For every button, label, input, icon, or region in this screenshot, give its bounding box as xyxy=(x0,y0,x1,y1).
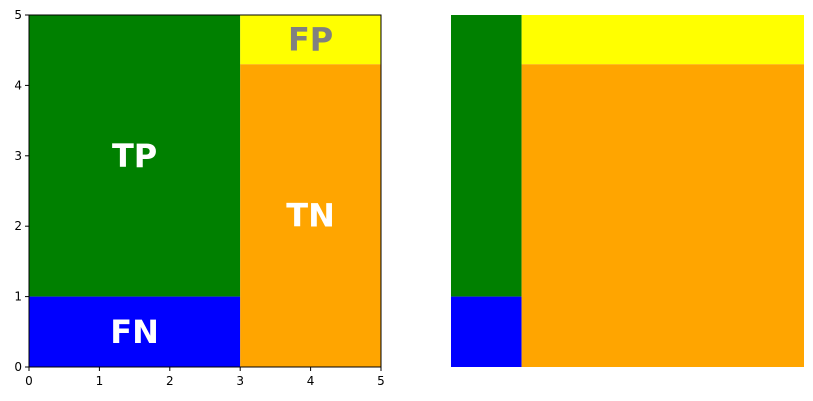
y-tick-label: 4 xyxy=(14,78,22,92)
x-tick-label: 2 xyxy=(166,374,174,388)
y-tick-label: 5 xyxy=(14,8,22,22)
region-rect-tp xyxy=(29,15,241,297)
region-rect-part-1 xyxy=(451,296,522,367)
chart-left: TP FN FP TN 0 1 2 3 4 5 0 1 2 3 4 5 xyxy=(14,8,384,388)
region-label-fp: FP xyxy=(288,21,333,59)
y-tick-label: 3 xyxy=(14,149,22,163)
x-tick-label: 1 xyxy=(96,374,104,388)
x-tick-label: 5 xyxy=(377,374,385,388)
region-rect-fn xyxy=(29,296,241,367)
region-label-tp: TP xyxy=(112,137,157,175)
y-tick-label: 1 xyxy=(14,290,22,304)
x-tick-label: 0 xyxy=(25,374,33,388)
region-rect-tn xyxy=(240,64,381,367)
region-label-tn: TN xyxy=(286,197,335,235)
x-tick-label: 3 xyxy=(236,374,244,388)
region-rect-part-2 xyxy=(521,15,804,65)
region-rect-part-0 xyxy=(451,15,522,297)
axes-frame xyxy=(28,14,382,368)
y-tick-label: 2 xyxy=(14,219,22,233)
x-tick-label: 4 xyxy=(307,374,315,388)
y-tick-label: 0 xyxy=(14,360,22,374)
region-rect-fp xyxy=(240,15,381,65)
region-rect-part-3 xyxy=(521,64,804,367)
region-label-fn: FN xyxy=(110,313,159,351)
chart-right xyxy=(451,15,804,367)
